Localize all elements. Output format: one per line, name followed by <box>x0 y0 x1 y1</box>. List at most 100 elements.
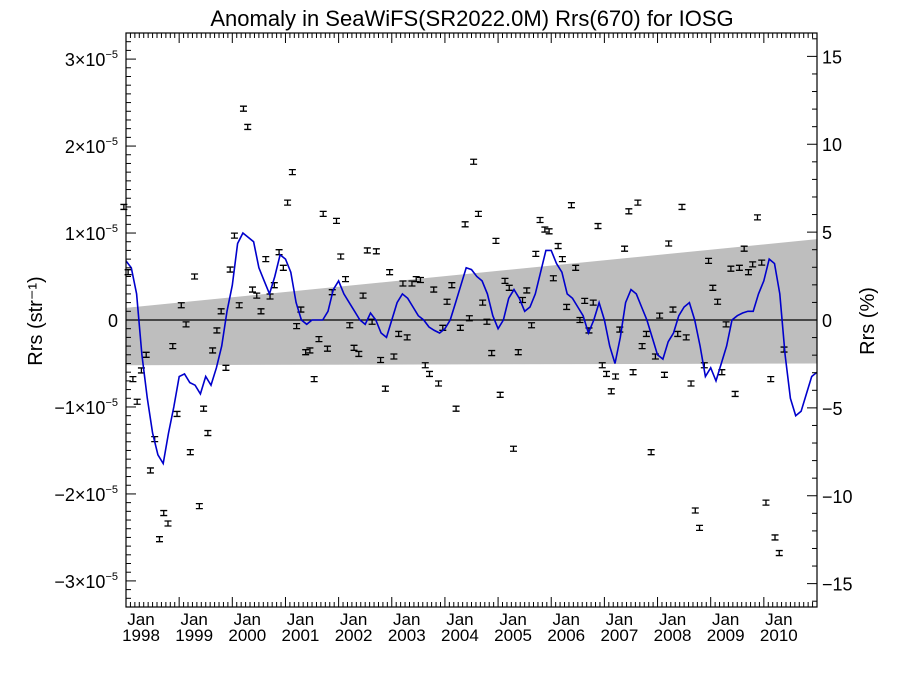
data-point <box>129 375 137 383</box>
y-right-tick-label: 0 <box>822 311 832 331</box>
y-right-tick-label: 5 <box>822 223 832 243</box>
data-point <box>412 275 420 283</box>
data-point <box>722 321 730 328</box>
data-point <box>355 350 363 358</box>
data-point <box>775 549 783 557</box>
y-left-tick-exponent: −5 <box>105 571 118 583</box>
data-point <box>279 264 287 271</box>
data-point <box>399 280 407 287</box>
data-point <box>182 321 190 328</box>
data-point <box>448 282 456 289</box>
data-point <box>217 308 225 315</box>
plot-layer: Jan1998Jan1999Jan2000Jan2001Jan2002Jan20… <box>54 33 853 645</box>
chart-title: Anomaly in SeaWiFS(SR2022.0M) Rrs(670) f… <box>210 6 733 31</box>
data-point <box>319 210 327 218</box>
x-tick-label-year: 2003 <box>388 626 426 645</box>
data-point <box>488 349 496 357</box>
x-tick-label-month: Jan <box>127 610 154 629</box>
data-point <box>337 253 345 260</box>
x-tick-label-year: 2002 <box>335 626 373 645</box>
data-point <box>536 216 544 224</box>
data-point <box>563 303 571 311</box>
data-point <box>549 275 557 282</box>
x-tick-label-year: 2008 <box>654 626 692 645</box>
data-point <box>709 284 717 291</box>
data-point <box>665 240 673 247</box>
x-tick-label-year: 2009 <box>707 626 745 645</box>
x-tick-label-year: 2000 <box>228 626 266 645</box>
data-point <box>164 520 172 527</box>
data-point <box>377 356 385 364</box>
data-point <box>514 349 522 356</box>
data-point <box>647 449 655 456</box>
x-tick-label-month: Jan <box>446 610 473 629</box>
y-left-tick-label: 2×10−5 <box>65 136 118 157</box>
data-point <box>302 349 310 356</box>
data-point <box>541 226 549 233</box>
data-point <box>416 276 424 284</box>
data-point <box>567 202 575 209</box>
x-tick-label-year: 2005 <box>494 626 532 645</box>
data-point <box>306 347 314 354</box>
x-tick-label-year: 2001 <box>282 626 320 645</box>
y-left-tick-times: ×10 <box>75 485 106 505</box>
data-point <box>133 398 141 405</box>
y-left-tick-times: ×10 <box>75 50 106 70</box>
data-point <box>509 445 517 452</box>
data-point <box>758 259 766 266</box>
data-point <box>177 302 185 309</box>
data-point <box>492 237 500 245</box>
data-point <box>749 261 757 268</box>
data-point <box>744 269 752 276</box>
y-left-tick-exponent: −5 <box>105 136 118 148</box>
data-point <box>581 297 589 305</box>
x-tick-label-year: 1999 <box>175 626 213 645</box>
data-point <box>452 405 460 412</box>
trend-band <box>126 239 817 366</box>
x-tick-label-year: 2004 <box>441 626 479 645</box>
y-left-tick-label: 0 <box>108 311 118 331</box>
data-point <box>656 312 664 319</box>
data-point <box>621 245 629 252</box>
y-left-tick-exponent: −5 <box>105 484 118 496</box>
data-point <box>625 208 633 215</box>
data-point <box>381 385 389 392</box>
data-point <box>284 199 292 206</box>
data-point <box>173 410 181 418</box>
right-axis-label: Rrs (%) <box>857 287 879 355</box>
data-point <box>386 269 394 276</box>
data-point <box>696 524 704 532</box>
data-point <box>142 351 150 358</box>
left-axis-label: Rrs (str⁻¹) <box>25 276 47 365</box>
x-tick-label-month: Jan <box>553 610 580 629</box>
y-left-tick-exponent: −5 <box>105 49 118 61</box>
y-left-tick-label: −3×10−5 <box>54 571 118 592</box>
data-point <box>753 214 761 221</box>
data-point <box>528 322 536 329</box>
data-point <box>426 370 434 378</box>
data-point <box>408 280 416 287</box>
data-point <box>674 330 682 338</box>
x-tick-label-month: Jan <box>659 610 686 629</box>
data-point <box>505 284 513 291</box>
y-left-tick-times: ×10 <box>75 224 106 244</box>
data-point <box>669 306 677 313</box>
data-point <box>191 273 199 280</box>
data-point <box>443 298 451 305</box>
data-point <box>155 536 163 543</box>
data-point <box>435 380 443 387</box>
y-right-tick-label: 10 <box>822 135 842 155</box>
data-point <box>332 217 340 225</box>
y-left-tick-label: 1×10−5 <box>65 223 118 244</box>
data-point <box>160 509 168 517</box>
y-left-tick-mantissa: 1 <box>65 224 75 244</box>
data-point <box>257 308 265 315</box>
data-point <box>638 342 646 350</box>
data-point <box>395 330 403 338</box>
y-right-tick-label: 15 <box>822 47 842 67</box>
data-point <box>687 380 695 387</box>
data-point <box>691 507 699 514</box>
data-point <box>293 322 301 330</box>
x-tick-label-month: Jan <box>234 610 261 629</box>
